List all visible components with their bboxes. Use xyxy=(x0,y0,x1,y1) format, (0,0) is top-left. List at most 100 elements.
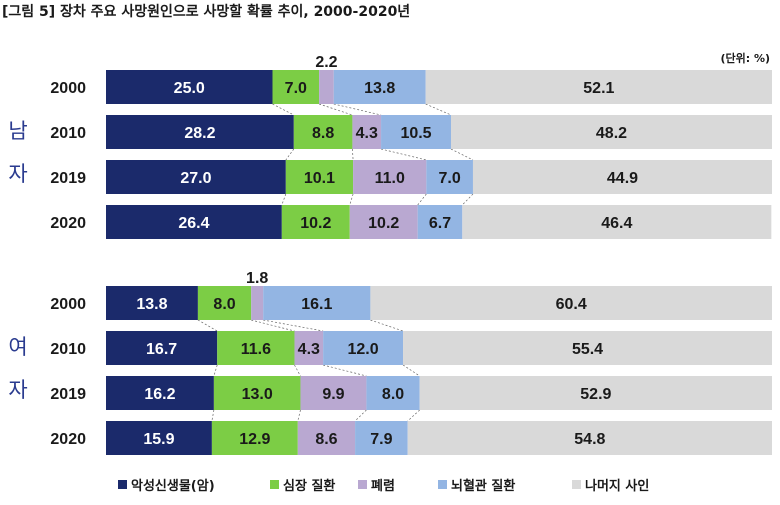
data-label: 52.1 xyxy=(583,80,614,97)
connector-line xyxy=(417,193,427,206)
bar-segment xyxy=(450,115,772,149)
data-label: 16.1 xyxy=(301,296,332,313)
data-label: 6.7 xyxy=(429,215,451,232)
data-label: 10.1 xyxy=(304,170,335,187)
legend-swatch xyxy=(118,480,127,489)
data-label: 10.2 xyxy=(368,215,399,232)
connector-line xyxy=(297,409,301,422)
bar-segment xyxy=(319,70,334,104)
data-label: 27.0 xyxy=(180,170,211,187)
bar-segment xyxy=(349,205,418,239)
connector-line xyxy=(272,103,294,116)
legend-label: 폐렴 xyxy=(371,479,395,494)
bar-segment xyxy=(211,421,298,455)
data-label: 60.4 xyxy=(556,296,587,313)
bar-segment xyxy=(106,115,294,149)
year-label: 2010 xyxy=(50,125,86,142)
bar-segment xyxy=(213,376,301,410)
data-label: 13.0 xyxy=(242,386,273,403)
connector-line xyxy=(333,103,382,116)
year-label: 2020 xyxy=(50,431,86,448)
connector-line xyxy=(323,364,367,377)
data-label: 8.8 xyxy=(312,125,334,142)
data-label: 7.0 xyxy=(439,170,461,187)
data-label: 11.6 xyxy=(241,341,271,358)
bar-segment xyxy=(106,205,282,239)
connector-line xyxy=(319,103,353,116)
legend-swatch xyxy=(572,480,581,489)
group-label-0-1: 자 xyxy=(8,162,27,186)
bar-segment xyxy=(300,376,367,410)
connector-line xyxy=(450,148,474,161)
bar-segment xyxy=(106,376,214,410)
data-label: 10.5 xyxy=(400,125,431,142)
data-label: 2.2 xyxy=(315,54,337,71)
connector-line xyxy=(197,319,218,332)
data-label: 15.9 xyxy=(143,431,174,448)
bar-segment xyxy=(425,70,772,104)
data-label: 44.9 xyxy=(607,170,638,187)
connector-line xyxy=(354,409,367,422)
connector-line xyxy=(370,319,404,332)
connector-line xyxy=(425,103,452,116)
connector-line xyxy=(211,409,215,422)
connector-line xyxy=(285,148,295,161)
bar-segment xyxy=(462,205,772,239)
data-label: 8.6 xyxy=(315,431,337,448)
bar-segment xyxy=(285,160,354,194)
bar-segment xyxy=(403,331,772,365)
connector-line xyxy=(281,193,287,206)
legend-swatch xyxy=(270,480,279,489)
data-label: 52.9 xyxy=(580,386,611,403)
bar-segment xyxy=(294,331,324,365)
year-label: 2010 xyxy=(50,341,86,358)
bar-segment xyxy=(197,286,252,320)
bar-segment xyxy=(293,115,353,149)
legend-label: 뇌혈관 질환 xyxy=(451,478,515,494)
data-label: 12.0 xyxy=(348,341,379,358)
bar-segment xyxy=(263,286,371,320)
year-label: 2000 xyxy=(50,296,86,313)
bar-segment xyxy=(297,421,356,455)
year-label: 2019 xyxy=(50,170,86,187)
connector-line xyxy=(402,364,420,377)
data-label: 1.8 xyxy=(246,270,268,287)
bar-segment xyxy=(353,160,427,194)
year-label: 2020 xyxy=(50,215,86,232)
data-label: 9.9 xyxy=(322,386,344,403)
bar-segment xyxy=(426,160,473,194)
bar-segment xyxy=(417,205,463,239)
connector-line xyxy=(352,148,354,161)
data-label: 13.8 xyxy=(364,80,395,97)
data-label: 13.8 xyxy=(136,296,167,313)
data-label: 48.2 xyxy=(596,125,627,142)
data-label: 28.2 xyxy=(184,125,215,142)
group-label-0-0: 남 xyxy=(8,119,27,143)
segment-connectors xyxy=(197,103,474,422)
connector-line xyxy=(294,364,301,377)
data-label: 12.9 xyxy=(239,431,270,448)
connector-line xyxy=(462,193,474,206)
data-label: 8.0 xyxy=(382,386,404,403)
bar-segment xyxy=(106,331,218,365)
bar-segment xyxy=(381,115,451,149)
bar-segment xyxy=(106,70,273,104)
connector-line xyxy=(349,193,354,206)
bar-segment xyxy=(251,286,264,320)
group-label-1-0: 여 xyxy=(8,335,27,359)
year-label: 2000 xyxy=(50,80,86,97)
data-label: 26.4 xyxy=(178,215,209,232)
bar-segment xyxy=(323,331,404,365)
unit-label: (단위: %) xyxy=(720,51,770,65)
data-label: 25.0 xyxy=(174,80,205,97)
bar-segment xyxy=(370,286,772,320)
data-label: 8.0 xyxy=(213,296,235,313)
legend-label: 심장 질환 xyxy=(283,478,335,494)
legend-swatch xyxy=(438,480,447,489)
connector-line xyxy=(407,409,420,422)
bar-group xyxy=(106,70,772,455)
data-label: 7.0 xyxy=(285,80,307,97)
bar-segment xyxy=(419,376,772,410)
legend: 악성신생물(암) 심장 질환 폐렴 뇌혈관 질환 나머지 사인 xyxy=(118,478,649,494)
